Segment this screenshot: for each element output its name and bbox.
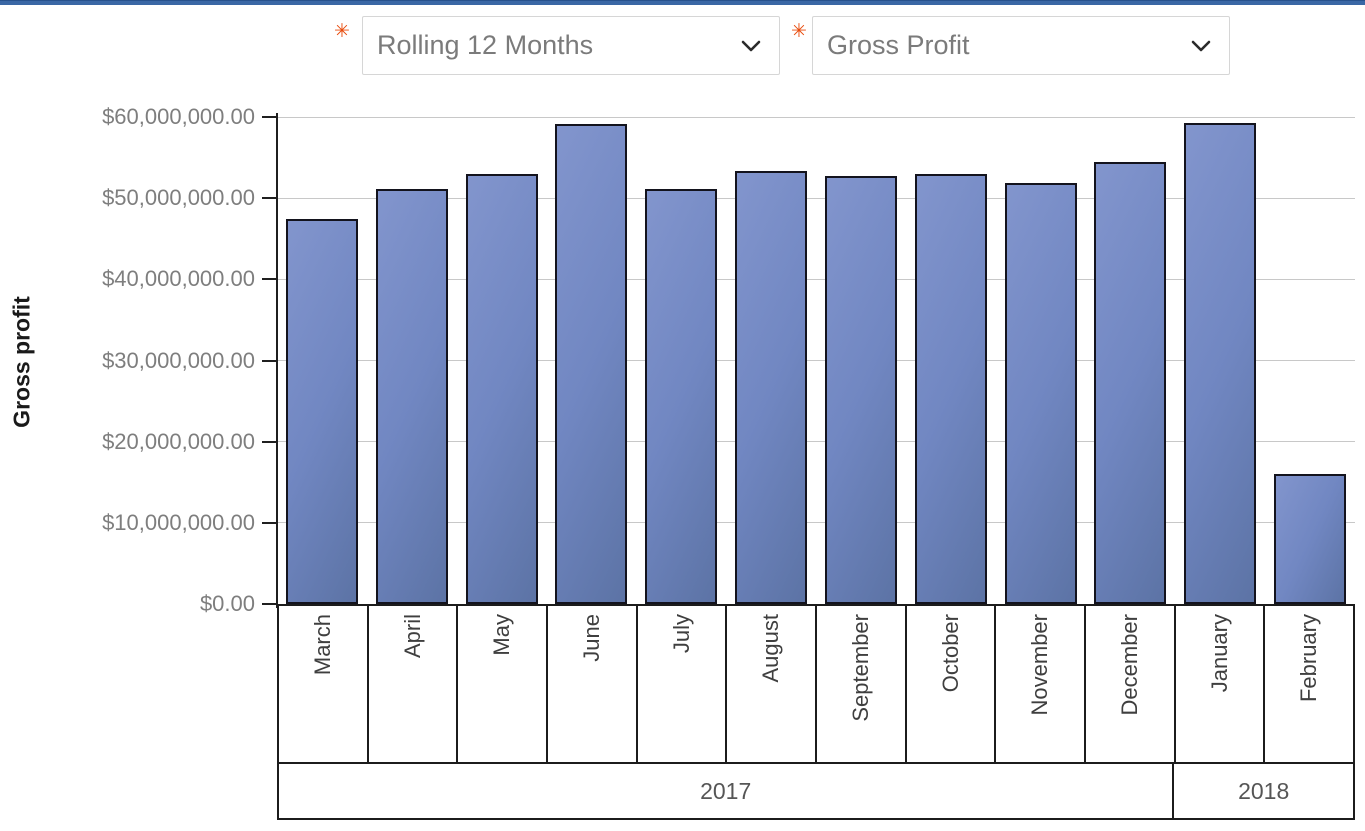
y-axis-tick (262, 278, 277, 281)
month-cell-december: December (1086, 606, 1176, 762)
metric-select[interactable]: Gross Profit (812, 16, 1230, 75)
month-label: May (489, 614, 515, 656)
month-label: November (1027, 614, 1053, 716)
bar-february[interactable] (1274, 474, 1347, 604)
y-axis-tick-label: $20,000,000.00 (102, 428, 255, 454)
y-axis-tick (262, 116, 277, 118)
required-asterisk-icon: ✳ (334, 21, 350, 42)
y-axis-tick (262, 359, 277, 362)
y-axis-tick-label: $10,000,000.00 (102, 509, 255, 535)
month-cell-november: November (996, 606, 1087, 762)
bar-october[interactable] (914, 173, 987, 604)
month-label: July (668, 614, 694, 654)
y-axis-tick-label: $60,000,000.00 (102, 104, 255, 129)
bar-november[interactable] (1004, 182, 1077, 604)
month-label: April (399, 614, 425, 659)
bar-april[interactable] (375, 189, 448, 604)
bar-may[interactable] (465, 173, 538, 604)
month-cell-august: August (727, 606, 818, 762)
month-cell-september: September (817, 606, 907, 762)
month-label: December (1116, 614, 1142, 716)
y-axis-tick (262, 603, 277, 605)
chevron-down-icon (1191, 40, 1211, 51)
chevron-down-icon (741, 40, 761, 51)
gross-profit-bar-chart: Gross profit $0.00 $10,000,000.00 $20,000,… (0, 90, 1365, 831)
month-cell-may: May (458, 606, 549, 762)
month-cell-february: February (1265, 606, 1353, 762)
bar-september[interactable] (824, 176, 897, 604)
metric-select-value: Gross Profit (827, 30, 970, 60)
gridline (277, 197, 1355, 199)
bar-august[interactable] (735, 171, 808, 604)
bar-july[interactable] (645, 189, 718, 604)
required-asterisk-icon: ✳ (791, 21, 807, 42)
x-axis-year-band: 2017 2018 (277, 764, 1355, 820)
month-label: October (937, 614, 963, 693)
y-axis-tick (262, 440, 277, 443)
month-cell-july: July (638, 606, 728, 762)
month-label: August (758, 614, 784, 683)
year-label-2017: 2017 (700, 777, 752, 804)
gridline (277, 441, 1355, 443)
gridline (277, 116, 1355, 118)
y-axis-tick-label: $0.00 (199, 591, 255, 616)
month-label: September (847, 614, 873, 722)
bar-december[interactable] (1094, 161, 1167, 604)
month-cell-march: March (279, 606, 369, 762)
month-label: January (1206, 614, 1232, 693)
period-select[interactable]: Rolling 12 Months (362, 16, 780, 75)
month-cell-january: January (1176, 606, 1266, 762)
y-axis-line (276, 113, 278, 608)
gridline (277, 278, 1355, 280)
x-axis-month-band: March April May June July August September Octo… (277, 604, 1355, 764)
gridline (277, 522, 1355, 524)
year-label-2018: 2018 (1172, 764, 1353, 818)
bar-january[interactable] (1184, 123, 1257, 604)
period-select-value: Rolling 12 Months (377, 30, 594, 60)
y-axis-tick-label: $30,000,000.00 (102, 347, 255, 373)
y-axis-tick-label: $40,000,000.00 (102, 266, 255, 292)
y-axis-tick-label: $50,000,000.00 (102, 185, 255, 211)
bar-june[interactable] (555, 124, 628, 604)
month-cell-october: October (907, 606, 997, 762)
bar-march[interactable] (285, 219, 358, 604)
month-cell-april: April (369, 606, 459, 762)
y-axis-tick (262, 197, 277, 200)
month-cell-june: June (548, 606, 638, 762)
month-label: March (309, 614, 335, 676)
gridline (277, 360, 1355, 361)
month-label: June (578, 614, 604, 662)
y-axis-tick (262, 521, 277, 524)
month-label: February (1296, 614, 1322, 703)
top-accent-bar (0, 0, 1365, 5)
